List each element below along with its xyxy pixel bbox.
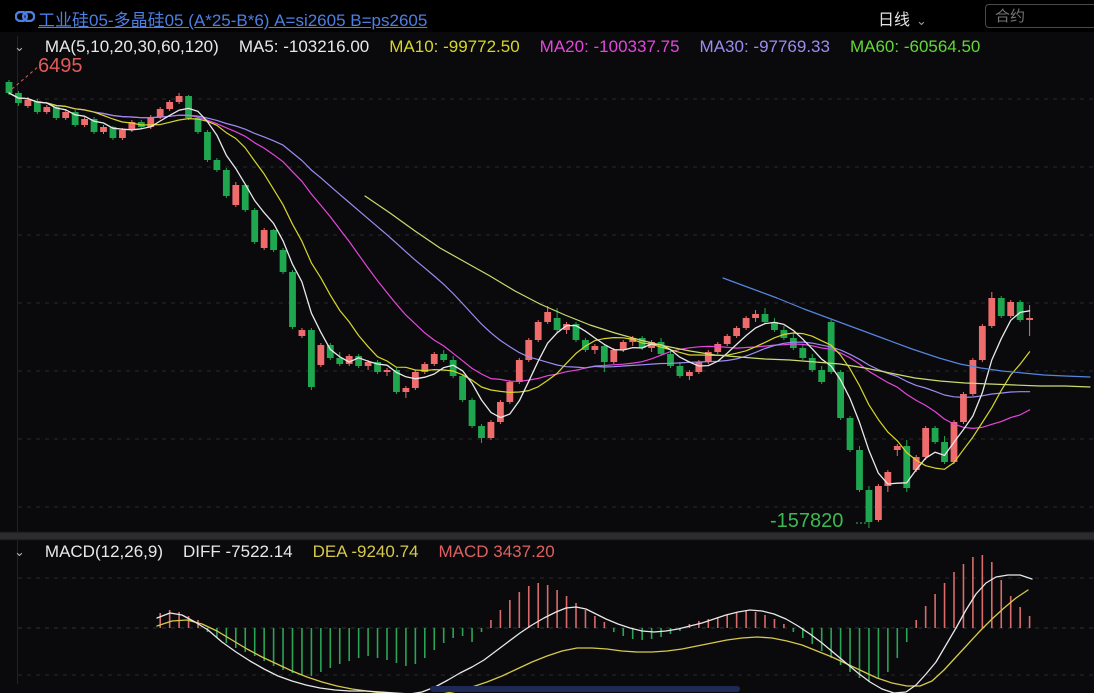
period-label: 日线 (878, 12, 911, 29)
top-bar: 工业硅05-多晶硅05 (A*25-B*6) A=si2605 B=ps2605… (0, 0, 1094, 33)
candlesticks (5, 80, 1033, 528)
ma-indicator-bar: ⌄ MA(5,10,20,30,60,120) MA5: -103216.00 … (14, 37, 980, 57)
instrument-title-link[interactable]: 工业硅05-多晶硅05 (A*25-B*6) A=si2605 B=ps2605 (38, 11, 428, 30)
ma120-line (722, 277, 1091, 378)
ma10-line (8, 92, 1031, 470)
macd-histogram (159, 555, 1031, 681)
contract-search-input[interactable] (985, 4, 1094, 28)
diff-line (156, 574, 1033, 693)
ma60-line (364, 195, 1091, 388)
ma30-value: MA30: -97769.33 (699, 37, 830, 56)
collapse-macd-pane-icon[interactable]: ⌄ (14, 544, 25, 559)
macd-settings-label: MACD(12,26,9) (44, 542, 164, 561)
ma5-value: MA5: -103216.00 (238, 37, 370, 56)
collapse-main-pane-icon[interactable]: ⌄ (14, 39, 25, 54)
ma-settings-label: MA(5,10,20,30,60,120) (44, 37, 219, 56)
ma60-value: MA60: -60564.50 (849, 37, 981, 56)
diff-value: DIFF -7522.14 (183, 542, 293, 561)
high-price-label: 6495 (38, 55, 83, 77)
macd-indicator-bar: ⌄ MACD(12,26,9) DIFF -7522.14 DEA -9240.… (14, 542, 555, 562)
horizontal-scrollbar-thumb[interactable] (430, 686, 740, 692)
macd-value: MACD 3437.20 (438, 542, 555, 561)
ma10-value: MA10: -99772.50 (389, 37, 520, 56)
ma5-line (8, 92, 1031, 485)
extreme-markers (11, 65, 868, 524)
gridlines (17, 36, 1094, 684)
ma30-line (8, 92, 1031, 398)
dea-line (156, 589, 1029, 693)
chain-link-icon (15, 11, 35, 22)
low-price-label: -157820 (770, 510, 844, 532)
chevron-down-icon: ⌄ (916, 13, 927, 28)
period-selector[interactable]: 日线 ⌄ (878, 6, 927, 30)
ma20-value: MA20: -100337.75 (539, 37, 680, 56)
dea-value: DEA -9240.74 (312, 542, 419, 561)
